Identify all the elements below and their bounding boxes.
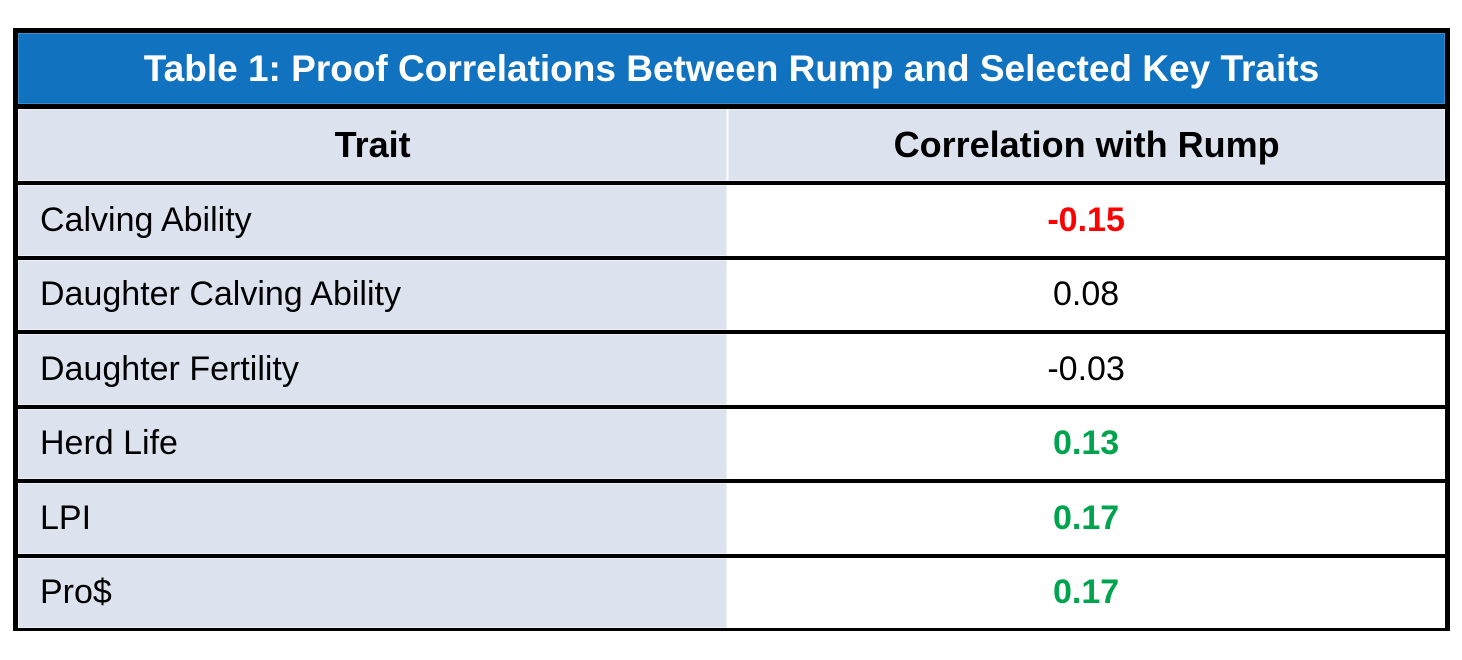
trait-cell: Daughter Calving Ability (18, 259, 728, 330)
table-row: Daughter Calving Ability 0.08 (18, 259, 1445, 334)
table-body: Calving Ability -0.15 Daughter Calving Abi… (18, 185, 1445, 628)
table-row: Herd Life 0.13 (18, 408, 1445, 483)
table-title-bar: Table 1: Proof Correlations Between Rump… (18, 33, 1445, 109)
table-header-row: Trait Correlation with Rump (18, 109, 1445, 185)
correlation-value-cell: -0.15 (727, 185, 1445, 256)
column-header-correlation: Correlation with Rump (727, 109, 1445, 181)
table-row: Daughter Fertility -0.03 (18, 334, 1445, 409)
trait-cell: Daughter Fertility (18, 334, 728, 405)
table-row: Calving Ability -0.15 (18, 185, 1445, 260)
correlation-value-cell: 0.08 (727, 259, 1445, 330)
correlation-value-cell: -0.03 (727, 334, 1445, 405)
correlation-table: Table 1: Proof Correlations Between Rump… (13, 28, 1450, 631)
correlation-value-cell: 0.13 (727, 408, 1445, 479)
correlation-value-cell: 0.17 (727, 557, 1445, 628)
trait-cell: Herd Life (18, 408, 728, 479)
correlation-value-cell: 0.17 (727, 483, 1445, 554)
trait-cell: LPI (18, 483, 728, 554)
trait-cell: Calving Ability (18, 185, 728, 256)
table-row: Pro$ 0.17 (18, 557, 1445, 628)
column-header-trait: Trait (18, 109, 727, 181)
trait-cell: Pro$ (18, 557, 728, 628)
table-title: Table 1: Proof Correlations Between Rump… (143, 47, 1320, 89)
table-row: LPI 0.17 (18, 483, 1445, 558)
